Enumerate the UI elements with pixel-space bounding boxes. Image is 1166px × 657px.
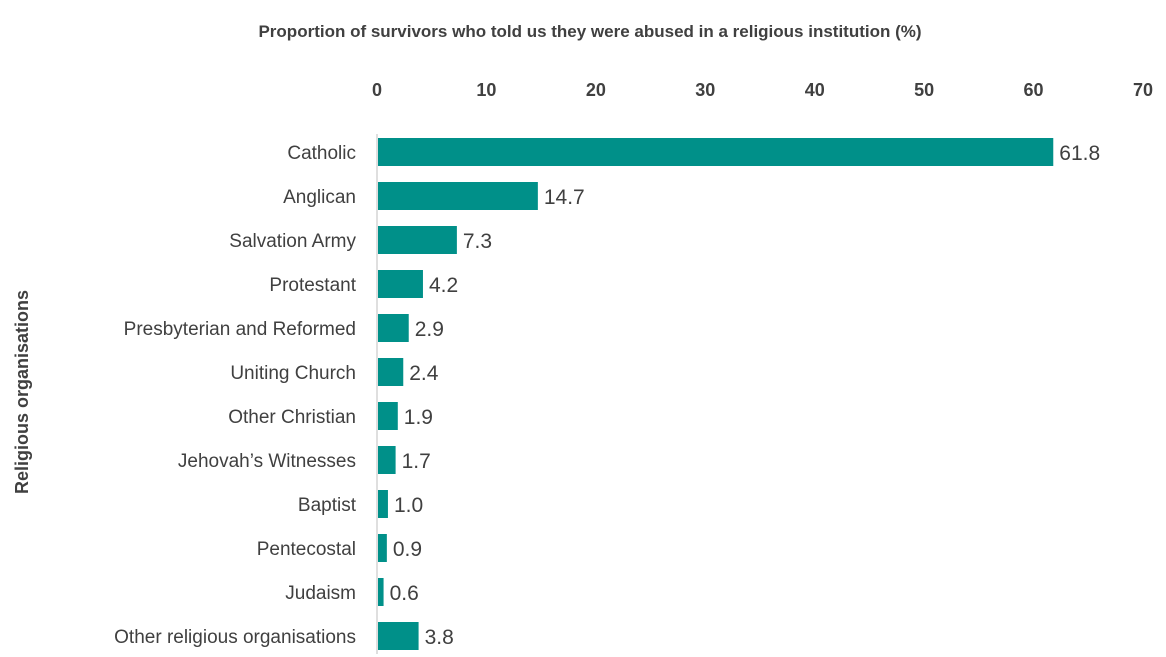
data-label: 7.3 [463, 230, 492, 253]
category-label: Anglican [283, 187, 356, 208]
data-labels: 61.8 14.7 7.34.2 2.9 2.4 1.9 1.7 1.0 0.9 0.6 3.8 [390, 142, 1101, 649]
category-label: Other religious organisations [114, 627, 356, 648]
bar [378, 138, 1054, 166]
data-label: 1.0 [394, 494, 423, 517]
category-label: Judaism [285, 583, 356, 604]
bar [378, 182, 538, 210]
x-tick-label: 0 [372, 80, 382, 100]
data-label: 3.8 [425, 626, 454, 649]
category-label: Protestant [269, 275, 356, 296]
category-label: Pentecostal [257, 539, 356, 560]
data-label: 4.2 [429, 274, 458, 297]
data-label: 0.6 [390, 582, 419, 605]
data-label: 0.9 [393, 538, 422, 561]
data-label: 2.4 [409, 362, 439, 385]
bar [378, 402, 398, 430]
bar [378, 446, 396, 474]
x-tick-label: 30 [695, 80, 715, 100]
category-labels: Catholic Anglican Salvation Army Protestant… [114, 143, 357, 648]
chart-title: Proportion of survivors who told us they… [258, 22, 921, 41]
data-label: 2.9 [415, 318, 444, 341]
bar [378, 358, 404, 386]
category-label: Catholic [287, 143, 356, 164]
x-tick-label: 70 [1133, 80, 1153, 100]
category-label: Uniting Church [230, 363, 356, 384]
x-tick-label: 10 [476, 80, 496, 100]
bar [378, 270, 423, 298]
bar [378, 578, 384, 606]
category-label: Presbyterian and Reformed [124, 319, 356, 340]
category-label: Jehovah’s Witnesses [178, 451, 356, 472]
bar [378, 314, 409, 342]
bar [378, 622, 419, 650]
y-axis-title: Religious organisations [12, 290, 32, 494]
category-label: Baptist [298, 495, 357, 516]
x-tick-label: 20 [586, 80, 606, 100]
data-label: 1.7 [402, 450, 431, 473]
x-tick-label: 60 [1024, 80, 1044, 100]
data-label: 14.7 [544, 186, 585, 209]
x-axis-ticks: 0 10 20 30 40 50 60 70 [372, 80, 1153, 100]
bar [378, 490, 388, 518]
data-label: 1.9 [404, 406, 433, 429]
category-label: Other Christian [228, 407, 356, 428]
bar [378, 534, 387, 562]
x-tick-label: 40 [805, 80, 825, 100]
x-tick-label: 50 [914, 80, 934, 100]
bar [378, 226, 457, 254]
bars [378, 138, 1054, 650]
data-label: 61.8 [1059, 142, 1100, 165]
category-label: Salvation Army [229, 231, 356, 252]
